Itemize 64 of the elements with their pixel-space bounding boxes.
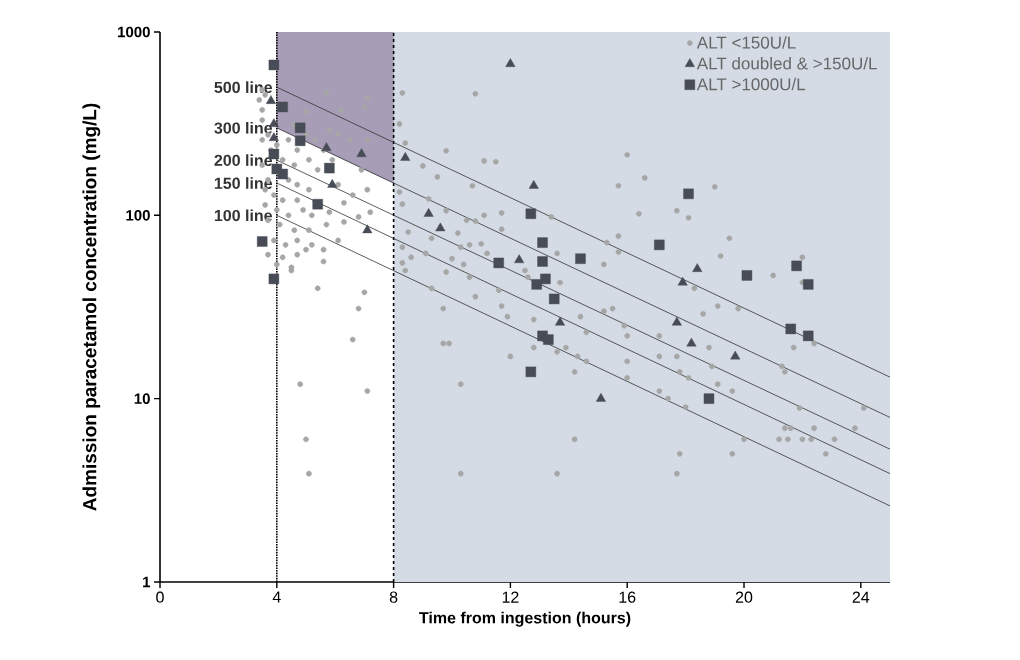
point — [555, 316, 566, 326]
x-axis-title: Time from ingestion (hours) — [419, 611, 631, 627]
x-tick-label: 20 — [735, 591, 753, 603]
point — [294, 135, 306, 146]
point — [423, 208, 434, 217]
y-tick-label: 1 — [143, 576, 151, 588]
point — [435, 222, 446, 232]
legend-label: ALT <150U/L — [696, 36, 796, 49]
y-tick-label: 100 — [126, 210, 150, 221]
point — [537, 256, 548, 267]
point — [686, 337, 697, 347]
x-tick-label: 0 — [156, 591, 164, 603]
point — [595, 392, 606, 402]
series-label: 150 line — [214, 177, 273, 189]
y-tick-label: 10 — [134, 393, 150, 404]
x-tick-label: 4 — [272, 591, 281, 603]
point — [493, 257, 504, 269]
point — [268, 132, 279, 141]
x-tick-label: 24 — [852, 591, 870, 603]
point — [741, 270, 753, 281]
point — [321, 142, 332, 151]
series-label: 300 line — [214, 121, 273, 134]
point — [257, 236, 268, 247]
y-axis-title: Admission paracetamol concentration (mg/L) — [82, 103, 101, 511]
point — [575, 253, 586, 264]
point — [268, 273, 280, 285]
y-tick-label: 1000 — [118, 26, 150, 38]
point — [312, 199, 323, 210]
point — [654, 239, 665, 251]
point — [356, 148, 367, 157]
point — [277, 168, 288, 180]
point — [677, 276, 688, 286]
point — [277, 101, 288, 113]
point — [514, 254, 525, 264]
point — [505, 58, 516, 67]
point — [785, 323, 796, 335]
point — [730, 350, 741, 360]
point — [362, 224, 373, 234]
point — [549, 293, 560, 305]
point — [692, 263, 703, 272]
point — [268, 59, 280, 71]
point — [525, 208, 537, 219]
legend-label: ALT doubled & >150U/L — [696, 57, 877, 70]
point — [683, 188, 694, 200]
point — [400, 152, 411, 161]
point — [803, 279, 814, 290]
point — [294, 122, 306, 134]
point — [703, 393, 715, 404]
point — [531, 279, 542, 290]
point — [537, 237, 548, 248]
point — [327, 178, 338, 188]
point — [540, 273, 551, 285]
x-tick-label: 16 — [619, 591, 636, 603]
point — [671, 316, 682, 326]
point — [803, 330, 814, 342]
x-tick-label: 8 — [389, 591, 398, 603]
point — [324, 162, 335, 174]
point — [791, 260, 802, 272]
point — [266, 95, 276, 104]
point — [525, 366, 537, 378]
legend-label: ALT >1000U/L — [696, 77, 806, 91]
point — [543, 334, 554, 345]
x-tick-label: 12 — [502, 591, 519, 603]
point — [528, 180, 539, 189]
